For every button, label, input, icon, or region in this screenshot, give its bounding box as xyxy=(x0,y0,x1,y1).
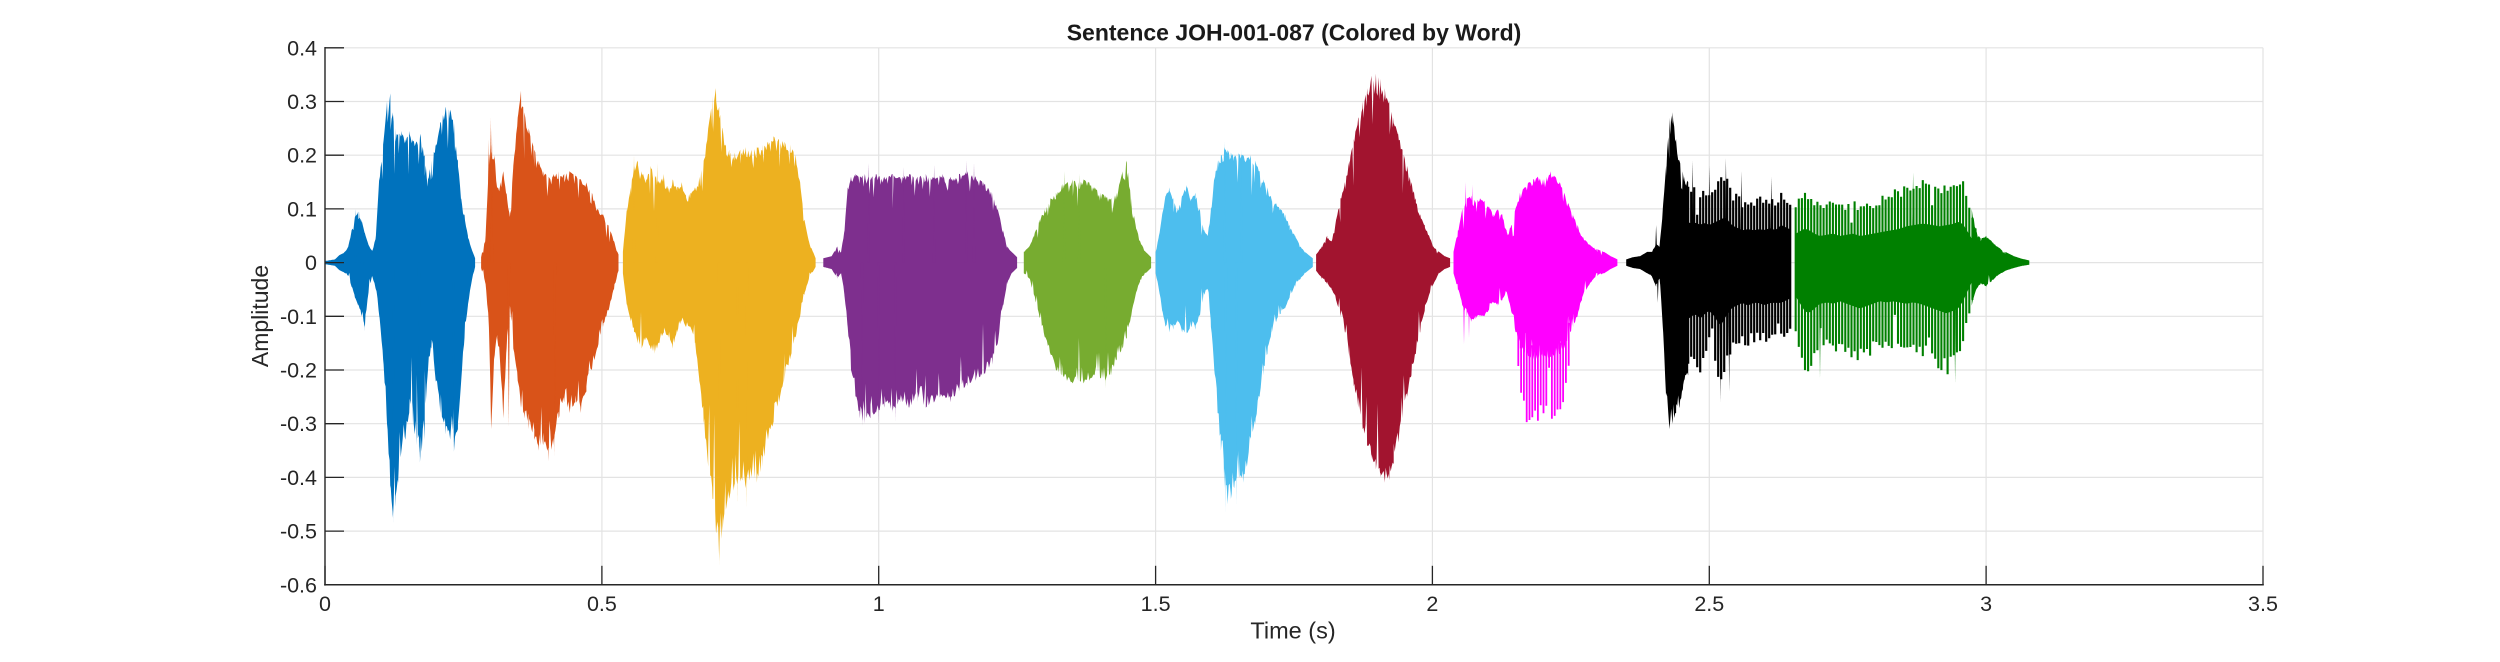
svg-text:Time (s): Time (s) xyxy=(1250,618,1335,644)
svg-text:0: 0 xyxy=(319,592,331,616)
svg-text:3: 3 xyxy=(1980,592,1992,616)
svg-text:Amplitude: Amplitude xyxy=(247,265,273,367)
svg-text:0.4: 0.4 xyxy=(287,36,317,60)
svg-text:Sentence JOH-001-087 (Colored: Sentence JOH-001-087 (Colored by Word) xyxy=(1067,20,1522,46)
svg-text:-0.5: -0.5 xyxy=(280,520,317,544)
svg-text:1: 1 xyxy=(873,592,885,616)
svg-text:-0.6: -0.6 xyxy=(280,573,317,597)
svg-text:0.1: 0.1 xyxy=(287,197,317,221)
svg-text:0.3: 0.3 xyxy=(287,90,317,114)
svg-text:0.2: 0.2 xyxy=(287,144,317,168)
svg-text:-0.4: -0.4 xyxy=(280,466,317,490)
svg-text:-0.2: -0.2 xyxy=(280,359,317,383)
svg-text:2.5: 2.5 xyxy=(1694,592,1724,616)
svg-text:-0.1: -0.1 xyxy=(280,305,317,329)
svg-text:3.5: 3.5 xyxy=(2248,592,2278,616)
svg-text:2: 2 xyxy=(1426,592,1438,616)
svg-text:-0.3: -0.3 xyxy=(280,412,317,436)
svg-text:1.5: 1.5 xyxy=(1141,592,1171,616)
svg-text:0.5: 0.5 xyxy=(587,592,617,616)
svg-text:0: 0 xyxy=(305,251,317,275)
